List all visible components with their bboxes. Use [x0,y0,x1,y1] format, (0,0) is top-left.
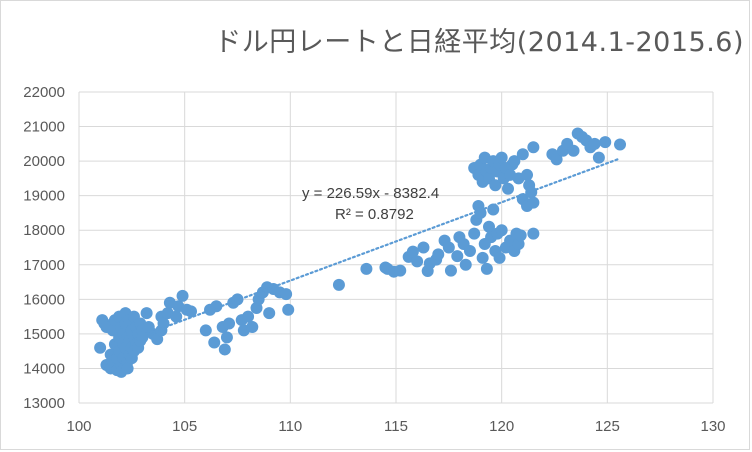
y-tick-label: 19000 [23,188,65,205]
data-point [242,310,255,323]
data-point [489,179,502,192]
chart-title: ドル円レートと日経平均(2014.1-2015.6) [214,27,744,58]
data-point [136,331,149,344]
data-point [360,262,373,275]
y-tick-label: 22000 [23,84,65,101]
y-tick-label: 18000 [23,222,65,239]
data-point [263,307,276,320]
y-tick-label: 20000 [23,153,65,170]
data-point [527,141,540,154]
data-point [406,245,419,258]
x-tick-label: 105 [172,418,197,435]
data-point [451,250,464,263]
y-tick-label: 14000 [23,360,65,377]
y-tick-label: 17000 [23,257,65,274]
data-point [208,336,221,349]
data-point [218,343,231,356]
y-tick-label: 15000 [23,326,65,343]
data-point [588,137,601,150]
x-tick-label: 100 [66,418,91,435]
trendline [145,158,620,335]
x-axis-tick-labels: 100 105 110 115 120 125 130 [66,418,725,435]
data-point [527,227,540,240]
data-point [527,196,540,209]
y-tick-label: 21000 [23,119,65,136]
data-point [468,227,481,240]
data-point [459,258,472,271]
data-point [495,224,508,237]
data-point [280,288,293,301]
data-point [411,255,424,268]
data-point [121,362,134,375]
data-point [94,341,107,354]
data-point [599,136,612,149]
data-point [199,324,212,337]
data-point [417,241,430,254]
data-point [514,229,527,242]
x-tick-label: 125 [595,418,620,435]
data-point [332,278,345,291]
data-point [480,262,493,275]
gridlines [78,91,714,404]
trendline-r-squared: R² = 0.8792 [335,206,414,223]
data-point [220,331,233,344]
y-axis-tick-labels: 13000 14000 15000 16000 17000 18000 19000 20000… [23,84,65,412]
data-point [508,155,521,168]
data-point [444,264,457,277]
data-point [482,220,495,233]
data-point [432,248,445,261]
data-point [463,244,476,257]
x-tick-label: 110 [278,418,302,435]
data-point [170,310,183,323]
data-point [493,251,506,264]
x-tick-label: 115 [384,418,408,435]
data-point [495,151,508,164]
data-point [223,317,236,330]
trendline-group [145,158,620,335]
data-point [140,307,153,320]
y-tick-label: 16000 [23,291,65,308]
y-tick-label: 13000 [23,395,65,412]
data-point [185,305,198,318]
data-point [502,182,515,195]
data-point [550,153,563,166]
data-point [592,151,605,164]
x-tick-label: 130 [700,418,725,435]
data-point [476,251,489,264]
data-point [394,264,407,277]
data-points [94,127,627,378]
data-point [282,303,295,316]
x-tick-label: 120 [489,418,514,435]
data-point [474,206,487,219]
data-point [521,168,534,181]
data-point [246,320,259,333]
data-point [567,144,580,157]
data-point [614,138,627,151]
data-point [442,241,455,254]
data-point [516,148,529,161]
trendline-equation: y = 226.59x - 8382.4 [302,185,439,202]
data-point [176,289,189,302]
